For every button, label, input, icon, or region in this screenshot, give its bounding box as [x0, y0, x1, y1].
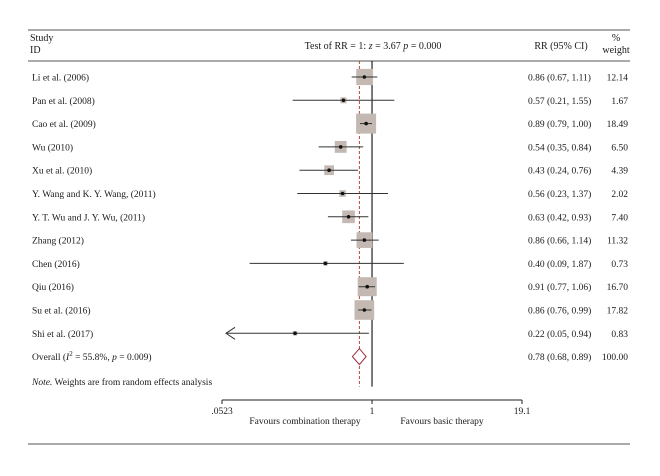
overall-label: Overall (I2 = 55.8%, p = 0.009) [32, 350, 152, 363]
study-ci: 0.40 (0.09, 1.87) [528, 259, 591, 270]
point-estimate [364, 121, 368, 126]
study-weight: 11.32 [607, 237, 628, 247]
study-ci: 0.22 (0.05, 0.94) [528, 329, 591, 340]
point-estimate [362, 238, 367, 242]
x-axis: .0523 1 19.1 [211, 399, 531, 417]
study-ci: 0.86 (0.67, 1.11) [528, 73, 591, 84]
header-weight: weight [602, 45, 629, 56]
point-estimate [323, 261, 328, 266]
study-label: Qiu (2016) [32, 282, 74, 293]
overall-weight: 100.00 [602, 353, 628, 363]
study-label: Li et al. (2006) [32, 73, 89, 84]
study-row: Cao et al. (2009) 0.89 (0.79, 1.00) 18.49 [32, 113, 629, 134]
favours-right: Favours basic therapy [400, 417, 484, 427]
point-estimate [293, 331, 297, 336]
overall-label-mid: = 55.8%, [73, 353, 112, 363]
overall-label-p: p [111, 353, 117, 363]
point-estimate [340, 191, 345, 196]
study-weight: 16.70 [607, 283, 629, 293]
study-weight: 4.39 [611, 167, 628, 177]
study-weight: 18.49 [607, 120, 629, 130]
point-estimate [362, 75, 367, 79]
study-ci: 0.56 (0.23, 1.37) [528, 189, 591, 200]
study-row: Su et al. (2016) 0.86 (0.76, 0.99) 17.82 [32, 300, 628, 320]
overall-label-sup: 2 [69, 350, 73, 358]
header-test-prefix: Test of RR = 1: [305, 41, 369, 52]
header-weight-pct: % [612, 33, 620, 44]
study-label: Y. Wang and K. Y. Wang, (2011) [32, 189, 156, 200]
study-weight: 2.02 [611, 190, 628, 200]
study-label: Pan et al. (2008) [32, 96, 95, 107]
point-estimate [338, 145, 343, 149]
point-estimate [341, 98, 346, 103]
overall-label-i: I [65, 353, 70, 363]
study-weight: 6.50 [611, 143, 628, 153]
study-ci: 0.91 (0.77, 1.06) [528, 282, 591, 293]
note-text: Weights are from random effects analysis [52, 377, 212, 388]
study-label: Shi et al. (2017) [32, 329, 93, 340]
study-label: Y. T. Wu and J. Y. Wu, (2011) [32, 212, 145, 223]
study-weight: 0.73 [611, 260, 628, 270]
header-test-suffix: = 0.000 [408, 41, 441, 52]
study-row: Pan et al. (2008) 0.57 (0.21, 1.55) 1.67 [32, 96, 628, 107]
header-study: Study [30, 33, 53, 44]
study-row: Li et al. (2006) 0.86 (0.67, 1.11) 12.14 [32, 68, 629, 86]
point-estimate [362, 308, 367, 312]
study-ci: 0.43 (0.24, 0.76) [528, 166, 591, 177]
x-tick-label: 1 [370, 407, 375, 417]
note-prefix: Note. [31, 378, 52, 388]
study-rows: Li et al. (2006) 0.86 (0.67, 1.11) 12.14 Pa… [32, 61, 628, 387]
header-test-mid: = 3.67 [373, 41, 404, 52]
header-id: ID [30, 45, 41, 56]
header-test: Test of RR = 1: z = 3.67 p = 0.000 [305, 41, 442, 52]
overall-ci: 0.78 (0.68, 0.89) [528, 352, 591, 363]
study-label: Cao et al. (2009) [32, 119, 96, 130]
header-test-p: p [402, 41, 408, 52]
favours-left: Favours combination therapy [249, 417, 361, 427]
study-row: Wu (2010) 0.54 (0.35, 0.84) 6.50 [32, 140, 628, 153]
overall-label-suffix: = 0.009) [117, 352, 152, 363]
header-test-z: z [368, 41, 373, 52]
study-weight: 1.67 [611, 97, 628, 107]
study-ci: 0.89 (0.79, 1.00) [528, 119, 591, 130]
study-row: Y. Wang and K. Y. Wang, (2011) 0.56 (0.23… [32, 189, 628, 200]
x-tick-label: 19.1 [514, 407, 531, 417]
overall-diamond [351, 347, 367, 366]
study-ci: 0.86 (0.76, 0.99) [528, 306, 591, 317]
study-row: Shi et al. (2017) 0.22 (0.05, 0.94) 0.83 [32, 326, 628, 340]
study-ci: 0.86 (0.66, 1.14) [528, 236, 591, 247]
study-label: Su et al. (2016) [32, 306, 91, 317]
study-label: Chen (2016) [32, 259, 80, 270]
point-estimate [346, 215, 351, 219]
study-row: Chen (2016) 0.40 (0.09, 1.87) 0.73 [32, 259, 628, 270]
x-tick-label: .0523 [211, 407, 233, 417]
study-row: Qiu (2016) 0.91 (0.77, 1.06) 16.70 [32, 277, 629, 297]
study-row: Y. T. Wu and J. Y. Wu, (2011) 0.63 (0.42,… [32, 210, 628, 223]
overall-label-prefix: Overall ( [32, 352, 66, 363]
study-ci: 0.63 (0.42, 0.93) [528, 212, 591, 223]
study-label: Xu et al. (2010) [32, 166, 92, 177]
study-ci: 0.57 (0.21, 1.55) [528, 96, 591, 107]
study-weight: 7.40 [611, 213, 628, 223]
study-weight: 12.14 [607, 74, 629, 84]
point-estimate [365, 284, 370, 289]
study-ci: 0.54 (0.35, 0.84) [528, 142, 591, 153]
study-weight: 0.83 [611, 330, 628, 340]
point-estimate [327, 168, 331, 172]
study-weight: 17.82 [607, 307, 629, 317]
study-row: Xu et al. (2010) 0.43 (0.24, 0.76) 4.39 [32, 165, 628, 177]
note: Note. Weights are from random effects an… [31, 377, 212, 388]
header-ci: RR (95% CI) [534, 41, 587, 52]
study-label: Wu (2010) [32, 142, 73, 153]
study-row: Zhang (2012) 0.86 (0.66, 1.14) 11.32 [32, 232, 628, 248]
study-label: Zhang (2012) [32, 236, 84, 247]
ci-arrow-left [225, 326, 236, 340]
